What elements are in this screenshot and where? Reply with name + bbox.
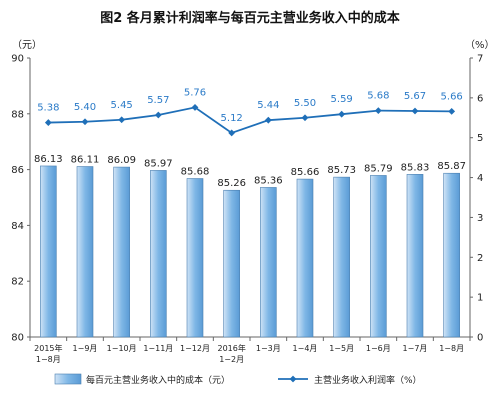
line-value-label: 5.57 [147, 95, 169, 106]
bar-value-label: 85.68 [181, 167, 210, 178]
left-tick-label: 88 [11, 109, 24, 120]
line-marker [191, 104, 199, 111]
x-tick-label: 1−7月 [403, 344, 428, 353]
bar-value-label: 85.66 [291, 167, 320, 178]
x-tick-label: 1−8月 [36, 355, 61, 364]
left-axis-unit: （元） [12, 39, 42, 51]
right-tick-label: 6 [477, 93, 483, 104]
bar-series [40, 165, 460, 338]
legend: 每百元主营业务收入中的成本（元） 主营业务收入利润率（%） [54, 373, 422, 386]
bar-value-label: 85.87 [437, 161, 466, 172]
x-tick-label: 1−3月 [256, 344, 281, 353]
right-tick-label: 3 [477, 213, 483, 224]
bar-value-label: 85.83 [401, 162, 430, 173]
bar-value-label: 86.13 [34, 154, 63, 165]
line-marker [338, 110, 346, 118]
bar-value-label: 85.36 [254, 175, 283, 186]
bar-value-label: 85.73 [327, 165, 356, 176]
line-value-label: 5.38 [37, 103, 59, 114]
line-path [48, 106, 452, 134]
bar [186, 178, 204, 338]
axes: 80 82 84 86 88 90 0 1 2 3 4 5 6 7 2015年 1−8月 1−9月 1−10月 1−… [11, 54, 483, 365]
x-tick-label: 1−2月 [219, 355, 244, 364]
bar [113, 166, 130, 338]
legend-bar-label: 每百元主营业务收入中的成本（元） [86, 374, 230, 386]
line-marker [411, 107, 419, 115]
right-tick-label: 7 [477, 54, 483, 65]
line-value-label: 5.40 [74, 102, 96, 113]
line-value-label: 5.59 [331, 94, 353, 105]
line-marker [228, 129, 236, 137]
bar [76, 166, 94, 338]
right-axis-unit: （%） [465, 39, 495, 51]
line-marker [448, 108, 456, 115]
left-tick-label: 86 [11, 165, 24, 176]
legend-line-marker [289, 375, 297, 383]
line-marker [44, 119, 52, 126]
x-tick-label: 1−11月 [143, 344, 173, 353]
x-tick-label: 1−6月 [366, 344, 391, 353]
x-tick-label: 1−5月 [329, 344, 354, 353]
x-tick-label: 1−4月 [293, 344, 318, 353]
line-value-label: 5.50 [294, 98, 316, 109]
line-marker [264, 116, 272, 124]
right-tick-label: 5 [477, 133, 483, 144]
line-marker [154, 111, 162, 119]
bar [150, 170, 167, 338]
left-tick-label: 90 [11, 54, 24, 65]
x-tick-label: 1−8月 [439, 344, 464, 353]
x-tick-label: 1−10月 [107, 344, 137, 353]
right-tick-label: 2 [477, 253, 483, 264]
line-value-label: 5.68 [367, 91, 389, 102]
line-value-label: 5.67 [404, 91, 426, 102]
line-value-label: 5.66 [441, 91, 463, 102]
left-tick-label: 82 [11, 277, 24, 288]
bar [333, 176, 350, 338]
line-marker [118, 116, 126, 124]
bar-value-label: 86.09 [107, 155, 136, 166]
left-tick-label: 84 [11, 221, 24, 232]
right-tick-label: 4 [477, 173, 483, 184]
x-tick-label: 2016年 [217, 343, 245, 353]
bar-value-label: 85.26 [217, 178, 246, 189]
bar [260, 187, 277, 338]
right-tick-label: 0 [477, 333, 483, 344]
line-marker [374, 107, 382, 115]
bar-value-label: 86.11 [71, 155, 100, 166]
bar [40, 165, 57, 338]
line-series [44, 104, 456, 137]
data-labels: 86.13 86.11 86.09 85.97 85.68 85.26 85.36 85.66… [34, 87, 466, 189]
line-value-label: 5.44 [257, 100, 279, 111]
bar [370, 175, 387, 338]
line-value-label: 5.12 [221, 113, 243, 124]
legend-bar-swatch [54, 373, 82, 385]
line-marker [301, 114, 309, 122]
legend-line-label: 主营业务收入利润率（%） [314, 374, 422, 386]
left-tick-label: 80 [11, 333, 24, 344]
x-tick-label: 2015年 [34, 343, 62, 353]
bar-value-label: 85.79 [364, 163, 393, 174]
chart-title: 图2 各月累计利润率与每百元主营业务收入中的成本 [100, 10, 400, 26]
bar-value-label: 85.97 [144, 158, 173, 169]
line-marker [81, 118, 89, 126]
bar [443, 172, 460, 338]
x-tick-label: 1−12月 [180, 344, 210, 353]
bar [406, 174, 424, 338]
right-tick-label: 1 [477, 293, 483, 304]
x-tick-label: 1−9月 [73, 344, 98, 353]
line-value-label: 5.45 [111, 100, 133, 111]
bar [296, 178, 314, 338]
bar [223, 189, 240, 338]
line-value-label: 5.76 [184, 87, 206, 98]
